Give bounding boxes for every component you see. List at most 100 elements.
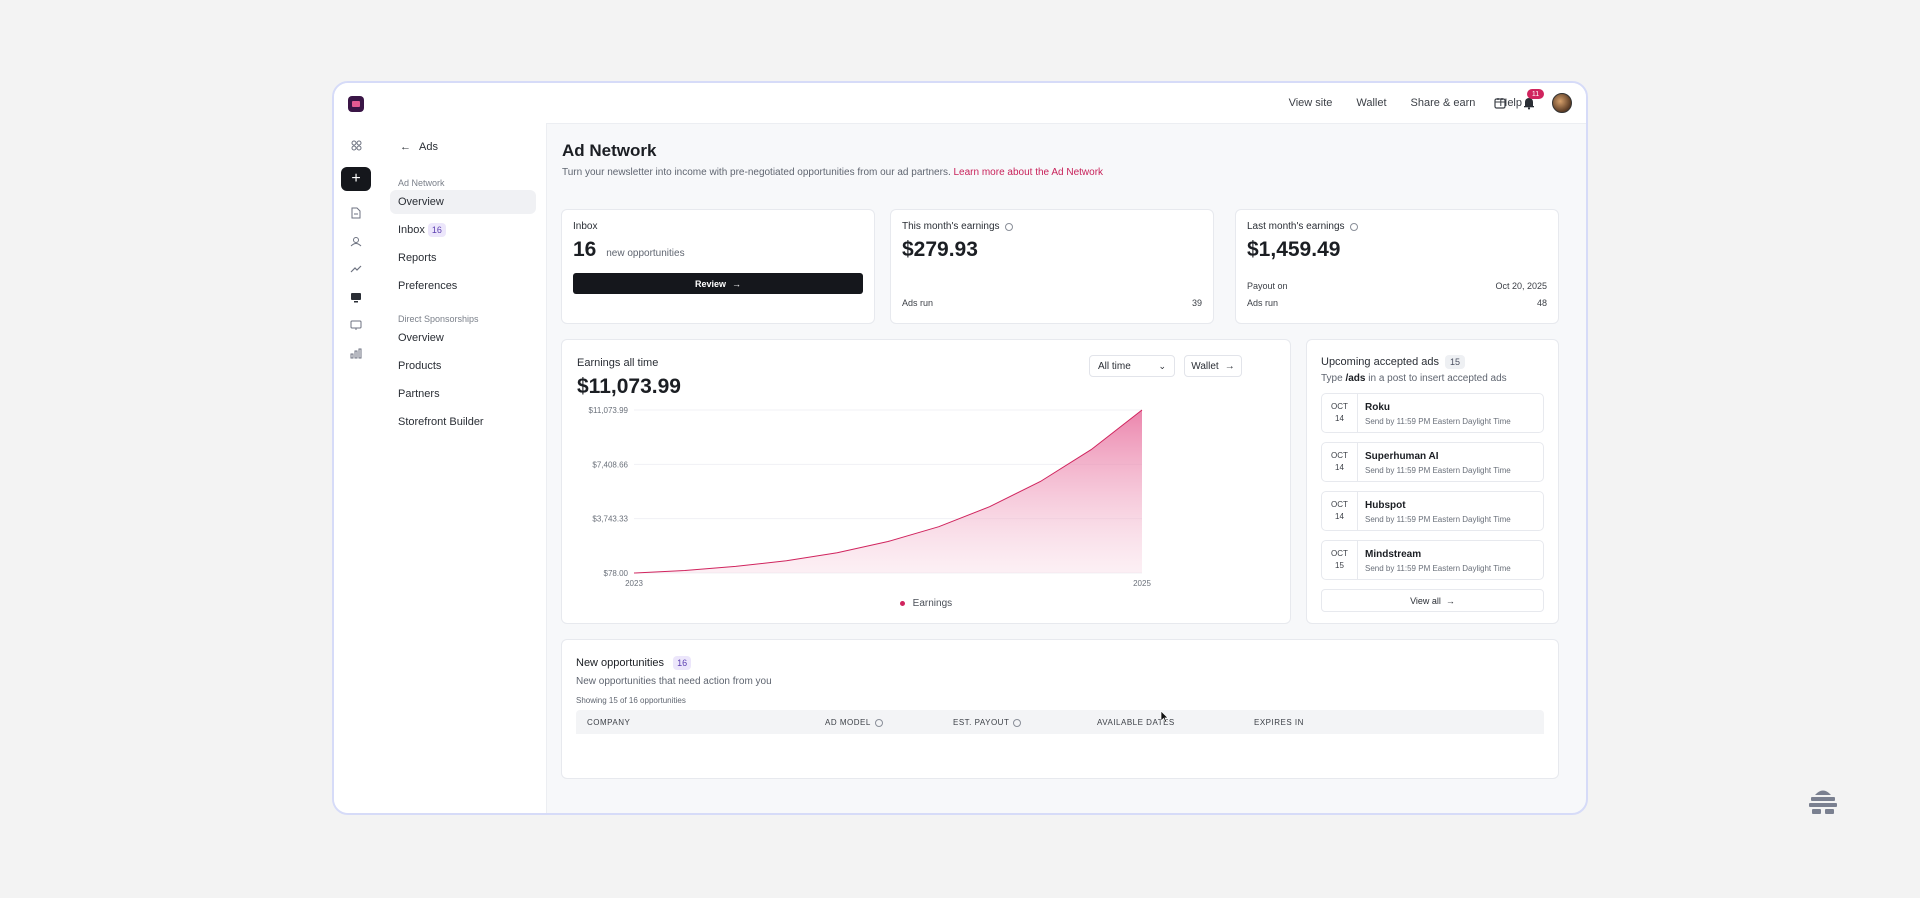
inbox-count-badge: 16 bbox=[427, 223, 446, 237]
ads-run-label: Ads run bbox=[902, 298, 934, 308]
new-opportunities-card: New opportunities 16 New opportunities t… bbox=[561, 639, 1559, 779]
ad-day: 14 bbox=[1335, 512, 1344, 521]
review-button[interactable]: Review → bbox=[573, 273, 863, 294]
upcoming-ad-row[interactable]: OCT 14 Roku Send by 11:59 PM Eastern Dayl… bbox=[1321, 393, 1544, 433]
app-logo-icon[interactable] bbox=[348, 96, 364, 112]
ad-day: 14 bbox=[1335, 463, 1344, 472]
wallet-link[interactable]: Wallet bbox=[1356, 97, 1387, 109]
sidebar-item-preferences[interactable]: Preferences bbox=[390, 274, 536, 298]
this-month-earnings-card: This month's earnings $279.93 Ads run 39 bbox=[890, 209, 1214, 324]
sidebar-item-label: Inbox bbox=[398, 224, 425, 236]
info-icon[interactable] bbox=[1349, 222, 1358, 231]
notifications-button[interactable]: 11 bbox=[1522, 89, 1544, 110]
ad-name: Hubspot bbox=[1365, 500, 1406, 511]
direct-sponsorships-section-label: Direct Sponsorships bbox=[398, 314, 479, 324]
audience-icon[interactable] bbox=[348, 233, 364, 249]
info-icon[interactable] bbox=[874, 718, 883, 727]
top-bar: View site Wallet Share & earn Help 11 bbox=[334, 83, 1586, 124]
payout-label: Payout on bbox=[1247, 281, 1288, 291]
page-title: Ad Network bbox=[562, 141, 657, 160]
wallet-button[interactable]: Wallet → bbox=[1184, 355, 1242, 377]
upcoming-hint: Type /ads in a post to insert accepted a… bbox=[1321, 373, 1507, 384]
info-icon[interactable] bbox=[1013, 718, 1022, 727]
sidebar-item-direct-overview[interactable]: Overview bbox=[390, 326, 536, 350]
column-label: EXPIRES IN bbox=[1254, 718, 1304, 727]
view-site-link[interactable]: View site bbox=[1288, 97, 1333, 109]
ad-day: 15 bbox=[1335, 561, 1344, 570]
ad-month: OCT bbox=[1331, 549, 1348, 558]
opportunities-subtitle: New opportunities that need action from … bbox=[576, 676, 772, 687]
upcoming-ad-row[interactable]: OCT 15 Mindstream Send by 11:59 PM Easter… bbox=[1321, 540, 1544, 580]
ad-date: OCT 14 bbox=[1322, 394, 1358, 432]
x-tick-label: 2023 bbox=[625, 579, 643, 588]
last-month-amount: $1,459.49 bbox=[1247, 238, 1341, 261]
chart-legend: Earnings bbox=[562, 598, 1290, 609]
calendar-icon[interactable] bbox=[1494, 97, 1506, 109]
column-company[interactable]: COMPANY bbox=[587, 718, 630, 727]
upcoming-title: Upcoming accepted ads 15 bbox=[1321, 355, 1466, 369]
website-icon[interactable] bbox=[348, 317, 364, 333]
notification-badge: 11 bbox=[1527, 89, 1544, 99]
upcoming-ad-row[interactable]: OCT 14 Hubspot Send by 11:59 PM Eastern D… bbox=[1321, 491, 1544, 531]
ad-send-by: Send by 11:59 PM Eastern Daylight Time bbox=[1365, 564, 1511, 573]
upcoming-count-badge: 15 bbox=[1445, 355, 1466, 369]
learn-more-link[interactable]: Learn more about the Ad Network bbox=[953, 167, 1104, 178]
top-nav: View site Wallet Share & earn Help bbox=[1289, 83, 1522, 123]
monetize-icon[interactable] bbox=[348, 289, 364, 305]
back-to-ads-link[interactable]: ← Ads bbox=[400, 141, 438, 153]
earnings-line bbox=[633, 409, 1143, 574]
last-month-title: Last month's earnings bbox=[1247, 221, 1358, 232]
range-select[interactable]: All time ⌄ bbox=[1089, 355, 1175, 377]
ads-run-value: 48 bbox=[1536, 298, 1547, 308]
column-expires-in[interactable]: EXPIRES IN bbox=[1254, 718, 1304, 727]
opportunities-count-badge: 16 bbox=[673, 656, 692, 670]
ad-name: Mindstream bbox=[1365, 549, 1422, 560]
inbox-count-label: new opportunities bbox=[606, 248, 685, 259]
bell-icon bbox=[1524, 98, 1534, 110]
chart-x-ticks: 2023 2025 bbox=[625, 579, 1151, 588]
sidebar-item-storefront-builder[interactable]: Storefront Builder bbox=[390, 410, 536, 434]
ad-network-section-label: Ad Network bbox=[398, 178, 445, 188]
sidebar-item-label: Storefront Builder bbox=[398, 416, 484, 428]
y-tick-label: $3,743.33 bbox=[592, 515, 628, 524]
rail-items: + bbox=[334, 137, 378, 361]
growth-icon[interactable] bbox=[348, 261, 364, 277]
info-icon[interactable] bbox=[1004, 222, 1013, 231]
sidebar-item-label: Partners bbox=[398, 388, 440, 400]
payout-date: Oct 20, 2025 bbox=[1495, 281, 1547, 291]
view-all-label: View all bbox=[1410, 595, 1441, 606]
sidebar-item-label: Overview bbox=[398, 332, 444, 344]
sidebar-item-partners[interactable]: Partners bbox=[390, 382, 536, 406]
chart-y-ticks: $78.00 $3,743.33 $7,408.66 $11,073.99 bbox=[589, 406, 629, 578]
posts-icon[interactable] bbox=[348, 205, 364, 221]
share-earn-link[interactable]: Share & earn bbox=[1410, 97, 1476, 109]
sidebar-item-label: Preferences bbox=[398, 280, 458, 292]
icon-rail: + bbox=[334, 96, 379, 813]
dashboard-icon[interactable] bbox=[348, 137, 364, 153]
column-ad-model[interactable]: AD MODEL bbox=[825, 718, 883, 727]
earnings-title: Earnings all time bbox=[577, 357, 659, 369]
create-button[interactable]: + bbox=[341, 167, 371, 191]
this-month-ads-run: Ads run 39 bbox=[902, 298, 1202, 308]
ad-date: OCT 14 bbox=[1322, 443, 1358, 481]
ad-month: OCT bbox=[1331, 402, 1348, 411]
sidebar-item-reports[interactable]: Reports bbox=[390, 246, 536, 270]
avatar[interactable] bbox=[1552, 93, 1572, 113]
analytics-icon[interactable] bbox=[348, 345, 364, 361]
earnings-chart-card: Earnings all time $11,073.99 All time ⌄ … bbox=[561, 339, 1291, 624]
sidebar-item-inbox[interactable]: Inbox 16 bbox=[390, 218, 536, 242]
view-all-button[interactable]: View all → bbox=[1321, 589, 1544, 612]
main-content: Ad Network Turn your newsletter into inc… bbox=[546, 123, 1586, 813]
column-est-payout[interactable]: EST. PAYOUT bbox=[953, 718, 1022, 727]
this-month-amount: $279.93 bbox=[902, 238, 978, 261]
upcoming-ads-card: Upcoming accepted ads 15 Type /ads in a … bbox=[1306, 339, 1559, 624]
sidebar-item-products[interactable]: Products bbox=[390, 354, 536, 378]
sidebar-item-overview[interactable]: Overview bbox=[390, 190, 536, 214]
app-window: View site Wallet Share & earn Help 11 + bbox=[332, 81, 1588, 815]
sidebar-item-label: Products bbox=[398, 360, 442, 372]
opportunities-showing: Showing 15 of 16 opportunities bbox=[576, 696, 686, 705]
hint-code: /ads bbox=[1345, 373, 1366, 384]
column-available-dates[interactable]: AVAILABLE DATES bbox=[1097, 718, 1175, 727]
inbox-count-value: 16 bbox=[573, 238, 597, 261]
upcoming-ad-row[interactable]: OCT 14 Superhuman AI Send by 11:59 PM Eas… bbox=[1321, 442, 1544, 482]
